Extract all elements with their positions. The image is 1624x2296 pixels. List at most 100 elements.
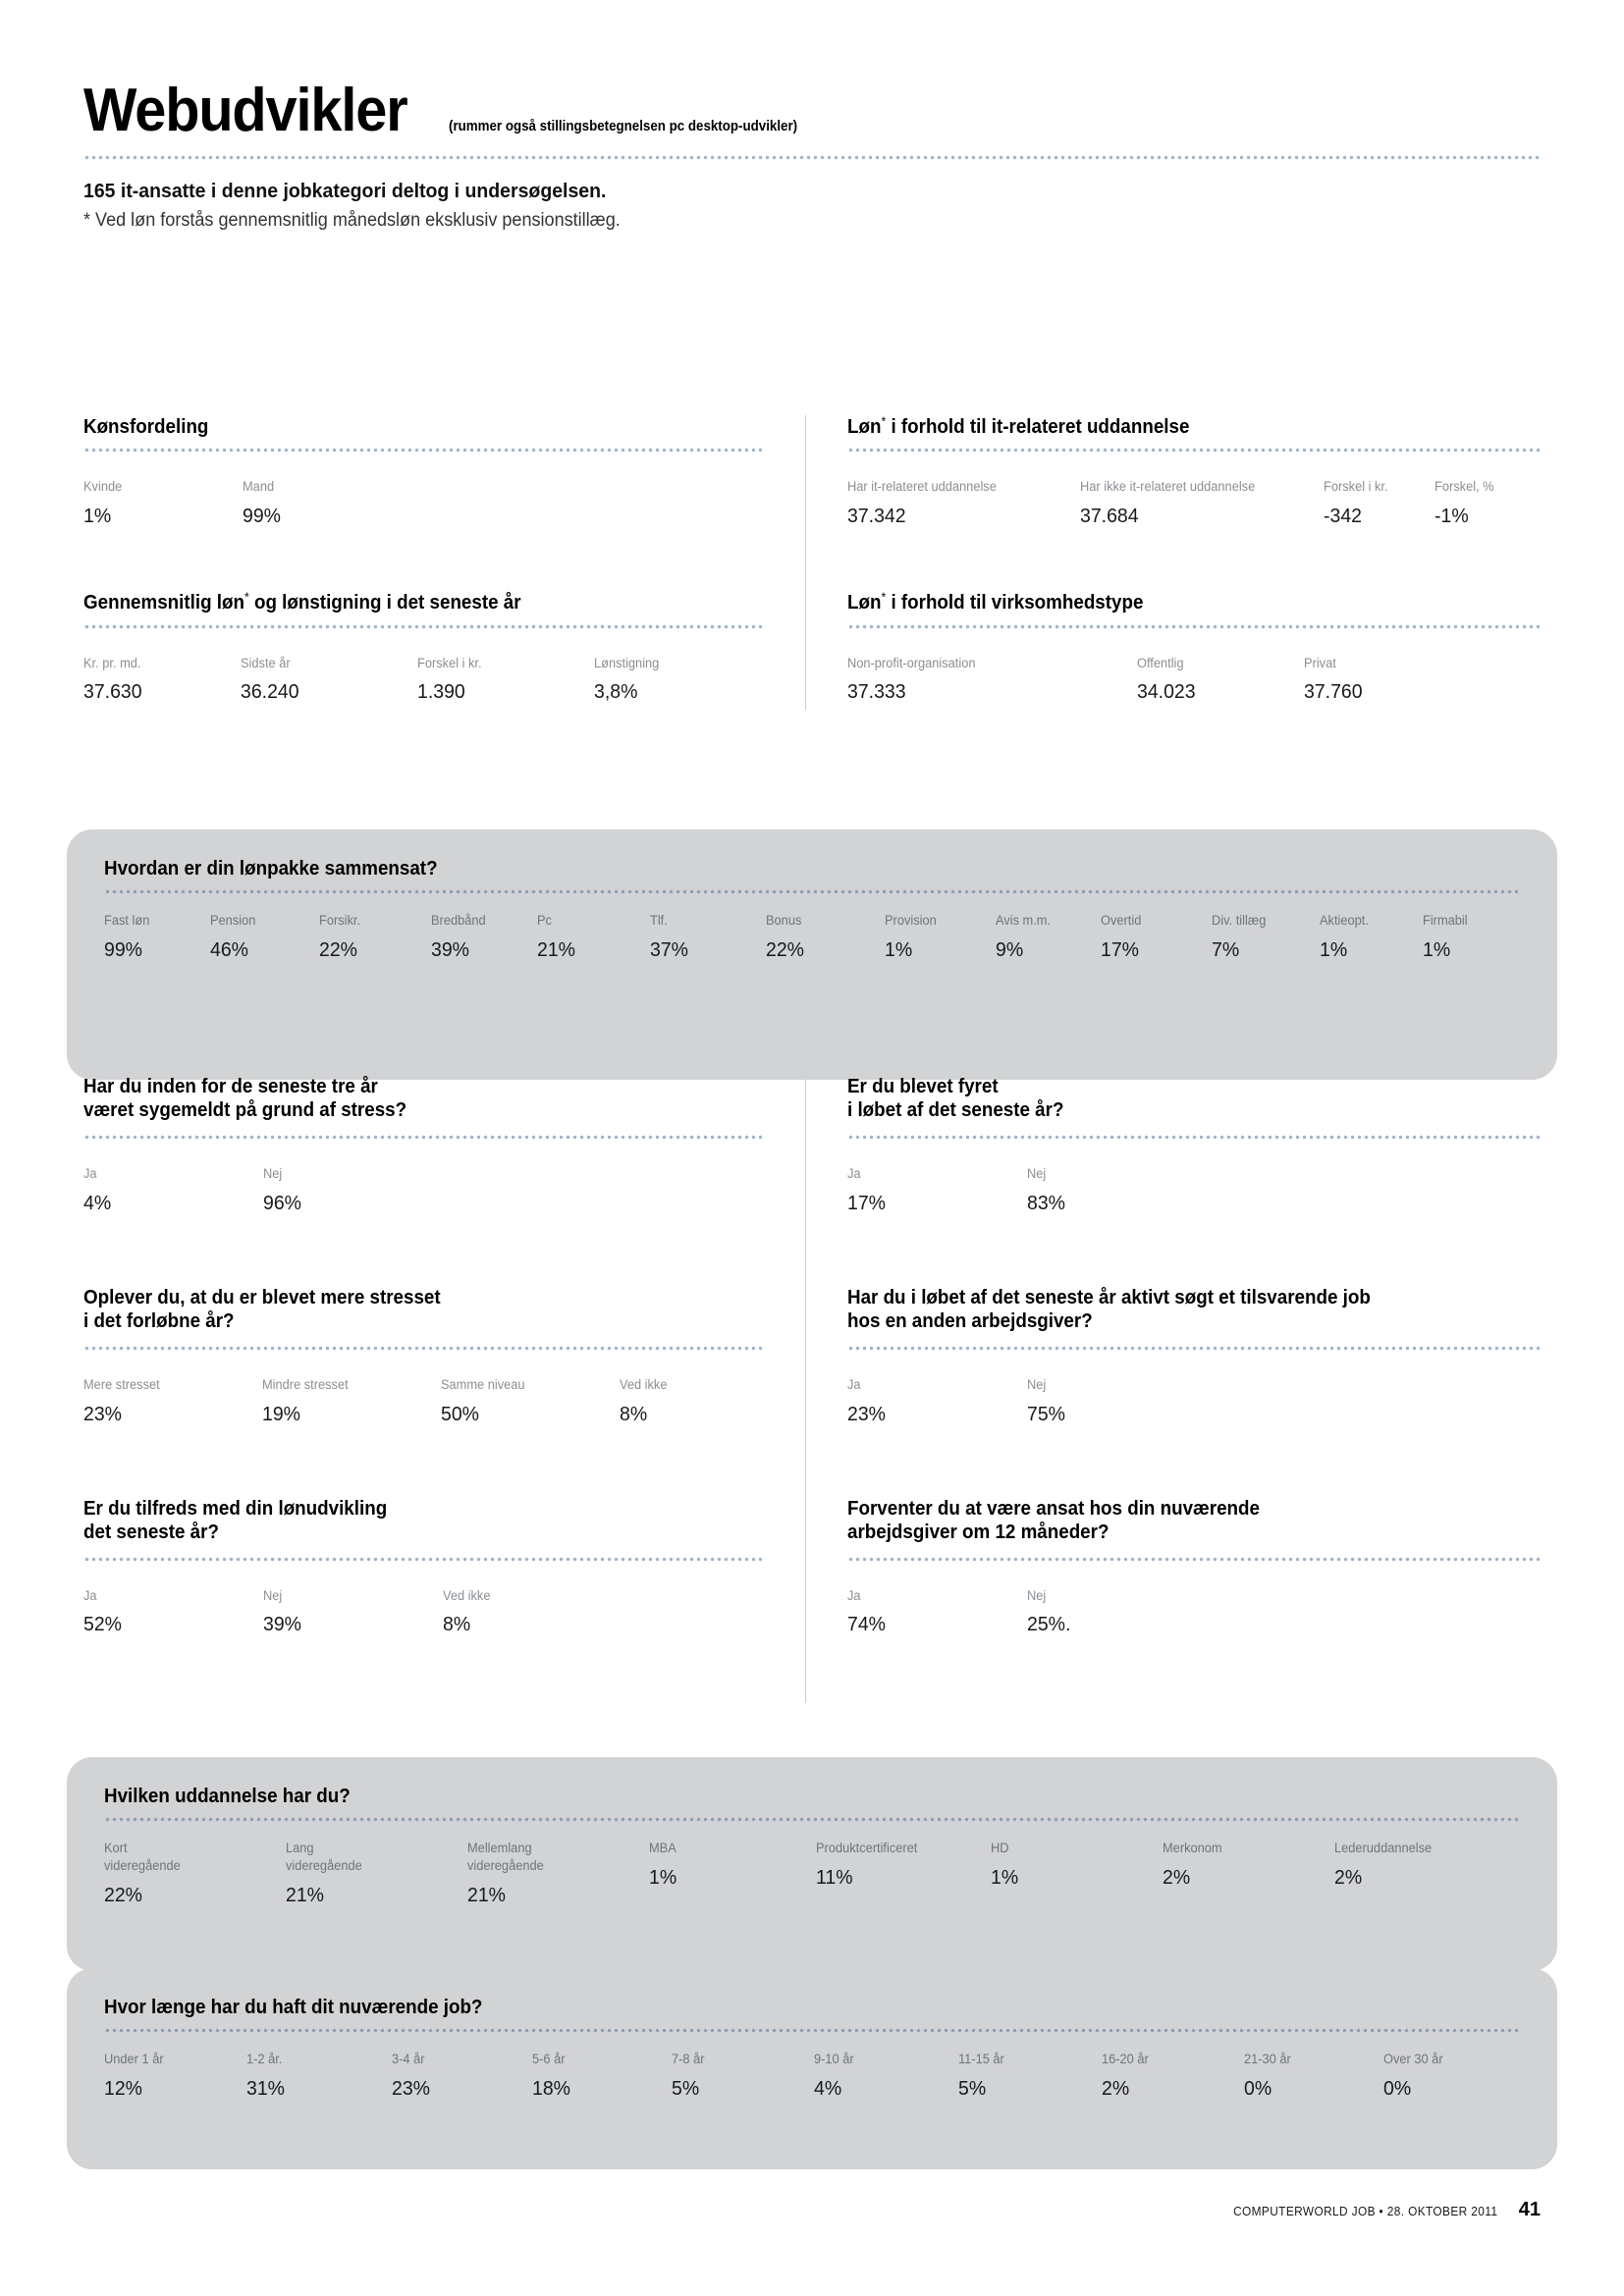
panel-divider: [104, 1817, 1520, 1823]
stat-value: 1.390: [417, 680, 465, 704]
stat-cell: Bredbånd 39%: [431, 912, 537, 962]
stat-value: 37.333: [847, 680, 906, 704]
stat-cell: Samme niveau 50%: [441, 1376, 620, 1426]
stat-value: 39%: [263, 1613, 301, 1636]
section-title: Løn* i forhold til virksomhedstype: [847, 591, 1501, 614]
page-title: Webudvikler: [83, 77, 408, 144]
section-tilfreds-loenudvikling: Er du tilfreds med din lønudvikling det …: [83, 1497, 766, 1637]
stat-label: 1-2 år.: [246, 2052, 283, 2067]
stat-label: 11-15 år: [957, 2052, 1004, 2067]
stat-label: Pc: [537, 913, 553, 929]
stat-value: 52%: [83, 1613, 122, 1636]
stat-value: 37.342: [847, 505, 906, 528]
stat-value: 17%: [847, 1191, 886, 1214]
stat-label: Sidste år: [241, 655, 292, 670]
stat-cell: 11-15 år 5%: [958, 2051, 1102, 2101]
stat-cell: Mellemlang videregående 21%: [467, 1840, 649, 1907]
title-row: Webudvikler (rummer også stillingsbetegn…: [83, 80, 1543, 141]
stat-value: 2%: [1163, 1866, 1191, 1890]
section-divider: [83, 1556, 766, 1562]
stat-cell: Ja 4%: [83, 1165, 263, 1215]
stat-value: 9%: [996, 938, 1024, 962]
stat-value: -342: [1324, 505, 1362, 528]
page-footer: COMPUTERWORLD JOB • 28. OKTOBER 2011 41: [1226, 2199, 1541, 2221]
stat-label: Overtid: [1100, 913, 1141, 929]
section-title-text: Løn: [847, 592, 882, 614]
stat-value: 4%: [814, 2077, 842, 2101]
stat-cell: Pc 21%: [537, 912, 650, 962]
stat-value: 8%: [619, 1402, 648, 1425]
stat-cell: Har it-relateret uddannelse 37.342: [847, 478, 1080, 528]
stat-label: Avis m.m.: [996, 913, 1052, 929]
stat-label: Lønstigning: [594, 655, 660, 670]
stat-cell: Kvinde 1%: [83, 478, 243, 528]
stat-value: 22%: [318, 938, 357, 962]
footer-publication: COMPUTERWORLD JOB • 28. OKTOBER 2011: [1233, 2205, 1498, 2218]
stat-cell: Nej 96%: [263, 1165, 443, 1215]
section-loen-virksomhedstype: Løn* i forhold til virksomhedstype Non-p…: [847, 591, 1543, 704]
stat-value: 2%: [1102, 2077, 1130, 2101]
stat-label: Forskel i kr.: [417, 655, 482, 670]
stat-cell: Nej 83%: [1027, 1165, 1207, 1215]
stat-cell: Forskel i kr. -342: [1324, 478, 1435, 528]
stat-label: Ja: [83, 1166, 97, 1181]
stat-label: Produktcertificeret: [816, 1841, 918, 1856]
stat-label: Forsikr.: [318, 913, 360, 929]
stat-value: 22%: [104, 1884, 142, 1907]
stat-value: 31%: [246, 2077, 286, 2101]
stat-label: Privat: [1304, 655, 1336, 670]
stat-cell: Har ikke it-relateret uddannelse 37.684: [1080, 478, 1324, 528]
stat-cell: 21-30 år 0%: [1244, 2051, 1384, 2101]
stat-label: Tlf.: [650, 913, 669, 929]
stat-label: Over 30 år: [1383, 2052, 1444, 2067]
section-title-text: Løn: [847, 416, 882, 438]
section-divider: [847, 623, 1543, 629]
stat-value: 21%: [286, 1884, 324, 1907]
stat-value: 1%: [991, 1866, 1019, 1890]
stat-cell: Firmabil 1%: [1423, 912, 1520, 962]
stat-value: 11%: [816, 1866, 853, 1890]
stat-value: 37.684: [1080, 505, 1139, 528]
stat-label: 7-8 år: [671, 2052, 705, 2067]
stat-label: Ved ikke: [443, 1587, 491, 1603]
stat-cell: Avis m.m. 9%: [996, 912, 1100, 962]
stat-value: 23%: [391, 2077, 430, 2101]
stat-label: 21-30 år: [1243, 2052, 1291, 2067]
header-divider: [83, 155, 1543, 160]
stat-cell: 16-20 år 2%: [1102, 2051, 1244, 2101]
section-divider: [83, 623, 766, 629]
stat-row: Ja 52% Nej 39% Ved ikke 8%: [83, 1587, 766, 1637]
stat-label: 9-10 år: [814, 2052, 855, 2067]
stat-value: 1%: [884, 938, 913, 962]
stat-value: 39%: [430, 938, 469, 962]
stat-value: 1%: [1423, 938, 1451, 962]
stat-row: Ja 4% Nej 96%: [83, 1165, 766, 1215]
stat-label: 5-6 år: [532, 2052, 566, 2067]
section-title: Gennemsnitlig løn* og lønstigning i det …: [83, 591, 725, 614]
stat-cell: 9-10 år 4%: [814, 2051, 957, 2101]
panel-divider: [104, 2028, 1520, 2034]
section-title: Er du blevet fyret i løbet af det senest…: [847, 1076, 1064, 1122]
section-soegt-job: Har du i løbet af det seneste år aktivt …: [847, 1286, 1543, 1426]
section-gennemsnitlig-loen: Gennemsnitlig løn* og lønstigning i det …: [83, 591, 766, 704]
stat-label: HD: [991, 1841, 1009, 1856]
stat-label: Nej: [263, 1587, 283, 1603]
stat-value: 75%: [1027, 1402, 1065, 1425]
stat-value: 21%: [467, 1884, 506, 1907]
question-columns: Har du inden for de seneste tre år været…: [83, 1075, 1543, 1703]
stat-cell: 7-8 år 5%: [672, 2051, 814, 2101]
stat-label: Nej: [263, 1166, 283, 1181]
stat-label: Nej: [1027, 1587, 1047, 1603]
page-number: 41: [1518, 2199, 1541, 2220]
stat-value: -1%: [1435, 505, 1469, 528]
stat-label: Forskel i kr.: [1324, 479, 1388, 495]
section-divider: [847, 1135, 1543, 1140]
stat-label: Ved ikke: [619, 1376, 668, 1392]
stat-value: 3,8%: [594, 680, 638, 704]
stat-cell: Non-profit-organisation 37.333: [847, 655, 1137, 705]
stat-cell: Merkonom 2%: [1163, 1840, 1334, 1907]
stat-cell: Mand 99%: [243, 478, 429, 528]
stat-value: 34.023: [1137, 680, 1196, 704]
stat-cell: Kort videregående 22%: [104, 1840, 286, 1907]
stat-row: Ja 17% Nej 83%: [847, 1165, 1543, 1215]
